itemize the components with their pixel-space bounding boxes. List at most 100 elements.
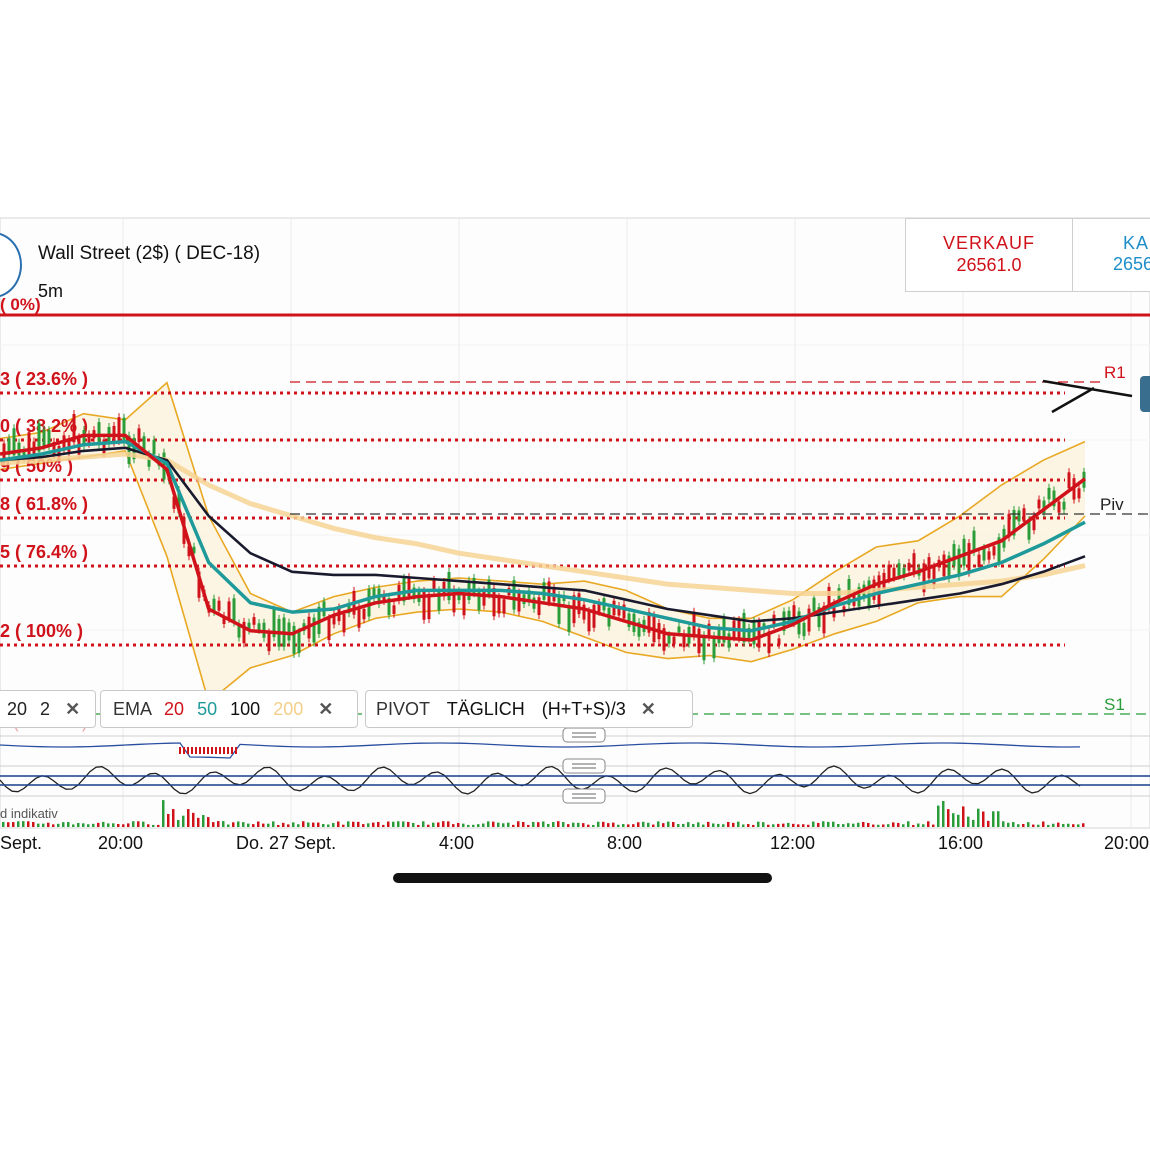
candle-body: [247, 622, 251, 631]
candle-body: [312, 617, 316, 643]
buy-price: 2656: [1113, 254, 1150, 274]
candle-body: [912, 553, 916, 574]
volume-bar: [392, 821, 395, 827]
volume-bar: [247, 823, 250, 827]
volume-bar: [787, 822, 790, 827]
volume-bar: [317, 822, 320, 827]
candle-body: [382, 594, 386, 601]
volume-bar: [582, 823, 585, 827]
bollinger-legend[interactable]: 20 2 ✕: [0, 690, 96, 728]
volume-bar: [892, 822, 895, 827]
volume-bar: [717, 823, 720, 827]
volume-bar: [187, 809, 190, 827]
volume-bar: [397, 821, 400, 827]
trend-wedge: [1042, 379, 1133, 414]
volume-bar: [262, 823, 265, 827]
bollinger-dev: 2: [40, 699, 51, 719]
x-tick-label: 8:00: [607, 833, 643, 853]
candle-body: [242, 621, 246, 644]
candle-body: [482, 590, 486, 606]
candle-body: [1047, 487, 1051, 500]
volume-bar: [307, 822, 310, 827]
candle-body: [22, 450, 26, 459]
ema-100-label: 100: [230, 699, 261, 719]
candle-body: [1057, 501, 1061, 513]
candle-body: [702, 635, 706, 661]
buy-button[interactable]: KA 2656: [1072, 218, 1150, 292]
volume-bar: [312, 822, 315, 827]
sell-button[interactable]: VERKAUF 26561.0: [905, 218, 1073, 292]
close-icon[interactable]: ✕: [65, 699, 81, 719]
volume-bar: [622, 824, 625, 827]
volume-bar: [27, 821, 30, 827]
ema-lines: [0, 433, 1087, 642]
volume-bar: [487, 821, 490, 827]
candle-body: [257, 623, 261, 630]
pivot-legend[interactable]: PIVOT TÄGLICH (H+T+S)/3 ✕: [365, 690, 693, 728]
candle-body: [627, 613, 631, 627]
candle-body: [947, 555, 951, 579]
candle-body: [942, 554, 946, 577]
candle-body: [957, 548, 961, 577]
volume-bar: [652, 824, 655, 827]
volume-bar: [657, 821, 660, 827]
volume-bar: [432, 822, 435, 827]
volume-bar: [1042, 821, 1045, 827]
candle-body: [897, 563, 901, 576]
x-tick-label: Sept.: [0, 833, 43, 853]
volume-bar: [542, 821, 545, 827]
candle-body: [287, 622, 291, 641]
volume-bar: [457, 822, 460, 827]
candle-body: [892, 567, 896, 578]
candle-body: [512, 580, 516, 610]
volume-bar: [257, 821, 260, 827]
volume-bar: [422, 821, 425, 827]
volume-bar: [147, 824, 150, 827]
candle-body: [767, 631, 771, 654]
close-icon[interactable]: ✕: [318, 699, 334, 719]
volume-bar: [207, 817, 210, 827]
instrument-title: Wall Street (2$) ( DEC-18): [38, 243, 261, 264]
ema-line: [0, 446, 1086, 623]
pivot-period: TÄGLICH: [446, 699, 525, 719]
candle-body: [577, 593, 581, 615]
candle-body: [1077, 488, 1081, 499]
candle-body: [752, 621, 756, 645]
volume-bar: [742, 824, 745, 827]
price-marker: [1140, 376, 1150, 412]
candle-body: [327, 618, 331, 641]
candle-body: [992, 546, 996, 556]
volume-bar: [857, 822, 860, 827]
home-indicator[interactable]: [393, 873, 772, 883]
volume-bar: [687, 822, 690, 827]
ema-legend[interactable]: EMA 20 50 100 200 ✕: [100, 690, 358, 728]
candle-body: [227, 601, 231, 619]
volume-bar: [912, 824, 915, 827]
volume-bar: [287, 824, 290, 827]
volume-bar: [927, 821, 930, 827]
candle-body: [812, 597, 816, 612]
candle-body: [707, 623, 711, 637]
timeframe-label[interactable]: 5m: [38, 281, 64, 301]
volume-bar: [517, 821, 520, 827]
volume-bar: [852, 823, 855, 827]
volume-bar: [822, 821, 825, 827]
candle-body: [782, 611, 786, 632]
volume-bar: [737, 821, 740, 827]
candle-body: [907, 562, 911, 571]
volume-bar: [227, 824, 230, 827]
volume-bar: [467, 824, 470, 827]
volume-bar: [947, 809, 950, 827]
sell-label: VERKAUF: [942, 233, 1036, 253]
candle-body: [47, 430, 51, 447]
volume-bar: [762, 822, 765, 827]
volume-bar: [492, 821, 495, 827]
macd-line: [0, 742, 1081, 759]
volume-bar: [272, 821, 275, 827]
close-icon[interactable]: ✕: [640, 699, 656, 719]
volume-bar: [697, 822, 700, 827]
volume-bar: [2, 821, 5, 827]
candle-body: [222, 615, 226, 624]
volume-bar: [512, 824, 515, 827]
